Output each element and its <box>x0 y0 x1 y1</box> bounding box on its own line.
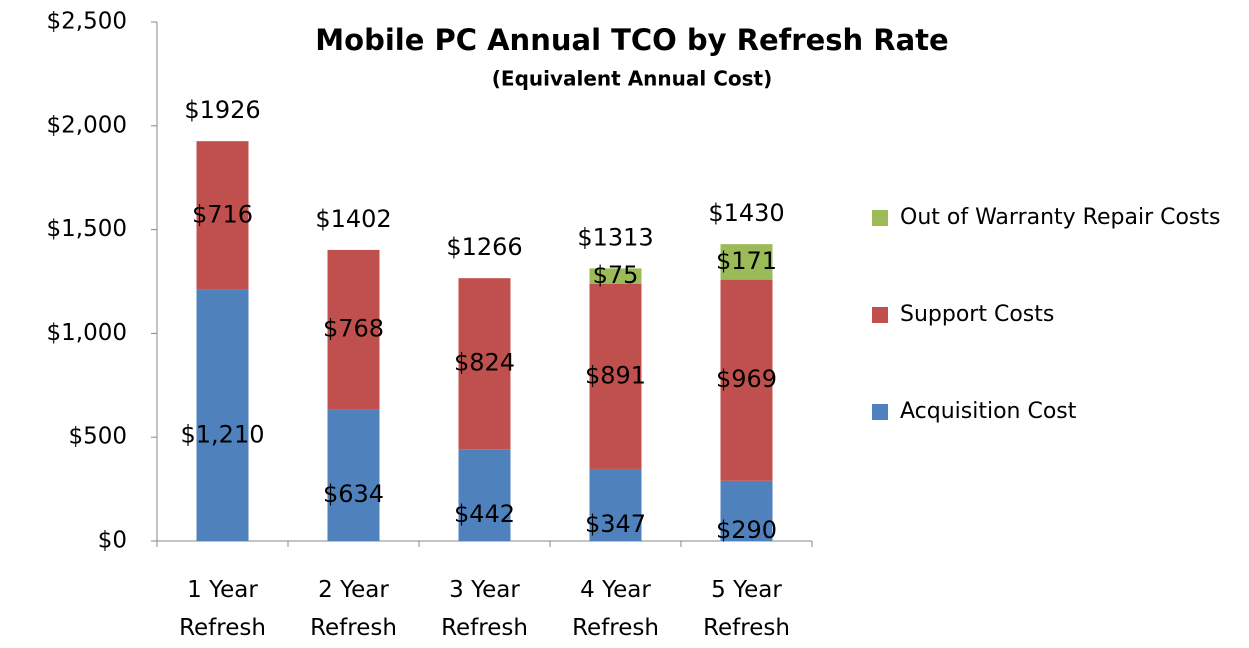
total-label: $1430 <box>708 199 784 227</box>
bar-segment <box>720 279 773 481</box>
x-tick-label: 1 Year Refresh <box>179 577 266 641</box>
data-label: $824 <box>454 349 515 377</box>
data-label: $969 <box>716 365 777 393</box>
chart-subtitle: (Equivalent Annual Cost) <box>492 67 772 91</box>
data-label: $634 <box>323 480 384 508</box>
legend-swatch <box>872 307 888 323</box>
data-label: $716 <box>192 200 253 228</box>
bar-segment <box>720 480 773 541</box>
data-label: $347 <box>585 510 646 538</box>
legend-label: Acquisition Cost <box>900 399 1077 424</box>
data-label: $442 <box>454 500 515 528</box>
bar-segment <box>589 283 642 469</box>
bar-segment <box>196 289 249 541</box>
bar-segment <box>327 409 380 541</box>
data-label: $171 <box>716 247 777 275</box>
data-label: $75 <box>593 261 639 289</box>
bar-segment <box>196 141 249 290</box>
legend-label: Out of Warranty Repair Costs <box>900 205 1220 230</box>
bar-segment <box>458 278 511 450</box>
total-label: $1926 <box>184 96 260 124</box>
y-tick-label: $500 <box>68 424 127 450</box>
bar-segment <box>589 468 642 541</box>
y-tick-label: $1,000 <box>47 320 127 346</box>
bar-segment <box>720 244 773 280</box>
legend-label: Support Costs <box>900 302 1054 327</box>
data-label: $1,210 <box>181 420 265 448</box>
x-tick-label: 4 Year Refresh <box>572 577 659 641</box>
legend-swatch <box>872 210 888 226</box>
data-label: $290 <box>716 516 777 544</box>
y-tick-label: $0 <box>98 528 127 554</box>
data-label: $891 <box>585 361 646 389</box>
x-tick-label: 5 Year Refresh <box>703 577 790 641</box>
bar-segment <box>327 249 380 410</box>
x-tick-label: 2 Year Refresh <box>310 577 397 641</box>
bar-segment <box>589 268 642 284</box>
total-label: $1402 <box>315 205 391 233</box>
chart-title: Mobile PC Annual TCO by Refresh Rate <box>315 23 948 57</box>
y-tick-label: $1,500 <box>47 216 127 242</box>
x-tick-label: 3 Year Refresh <box>441 577 528 641</box>
y-tick-label: $2,500 <box>47 9 127 35</box>
y-tick-label: $2,000 <box>47 112 127 138</box>
bar-segment <box>458 449 511 541</box>
total-label: $1266 <box>446 233 522 261</box>
total-label: $1313 <box>577 223 653 251</box>
legend-swatch <box>872 404 888 420</box>
data-label: $768 <box>323 315 384 343</box>
